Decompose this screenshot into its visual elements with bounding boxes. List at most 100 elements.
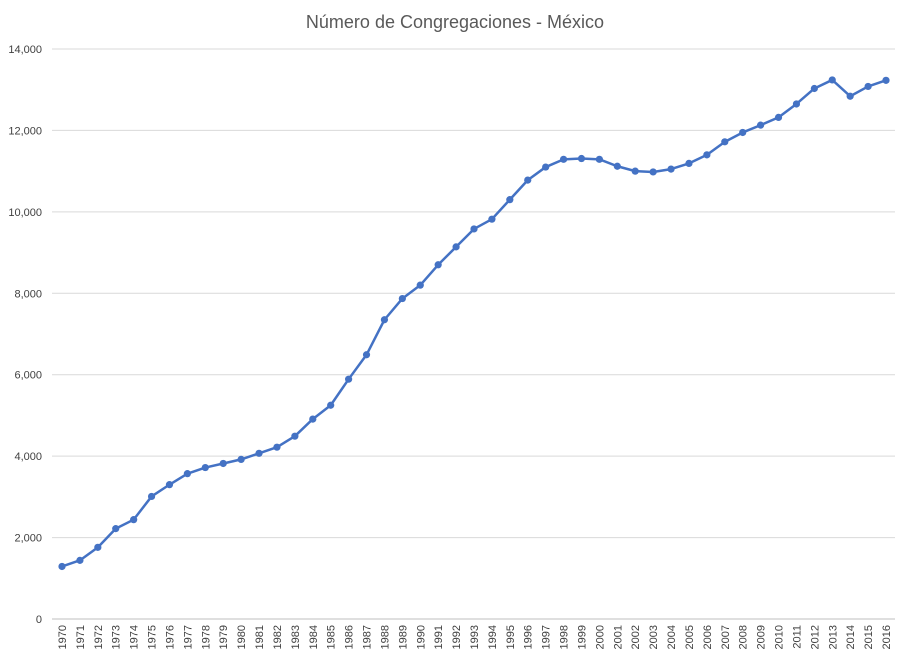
x-tick-label: 2011 [791,625,803,649]
data-point [882,76,890,84]
data-point [255,449,263,457]
x-tick-label: 1970 [57,625,69,649]
data-point [649,168,657,176]
data-point [237,455,245,463]
x-tick-label: 2006 [702,625,714,649]
x-tick-label: 2016 [881,625,893,649]
x-tick-label: 2000 [594,625,606,649]
x-tick-label: 1997 [541,625,553,649]
y-tick-label: 10,000 [8,207,42,219]
data-point [219,459,227,468]
x-tick-label: 1988 [379,625,391,649]
x-tick-label: 2013 [827,625,839,649]
x-tick-label: 1976 [164,625,176,649]
x-axis-tick-labels: 1970 1971 1972 1973 1974 1975 1976 1977 1978 1979… [57,625,893,649]
data-point [792,100,801,108]
x-tick-label: 2002 [630,625,642,649]
x-tick-label: 1996 [523,625,535,649]
data-point [76,556,84,564]
data-point [577,154,586,163]
data-point [291,432,299,440]
data-point [183,470,191,478]
x-tick-label: 2007 [720,625,732,649]
x-tick-label: 1978 [200,625,212,649]
x-tick-label: 2009 [756,625,768,649]
x-tick-label: 1986 [344,625,356,649]
x-tick-label: 1990 [415,625,427,649]
y-tick-label: 14,000 [8,44,42,56]
data-point [559,155,568,163]
series-line [60,78,888,568]
data-point [667,165,675,173]
x-tick-label: 1993 [469,625,481,649]
x-tick-label: 2008 [738,625,750,649]
data-point [703,151,711,159]
x-tick-label: 1975 [147,625,159,649]
data-point [112,525,120,533]
x-tick-label: 1991 [433,625,445,649]
x-tick-label: 2004 [666,625,678,649]
x-tick-label: 1985 [326,625,338,649]
x-tick-label: 1979 [218,625,230,649]
data-point [362,351,371,359]
data-point [595,155,603,163]
y-tick-label: 6,000 [14,370,42,382]
gridlines [52,48,895,539]
x-tick-label: 2015 [863,625,875,649]
x-tick-label: 1987 [362,625,374,649]
x-tick-label: 1992 [451,625,463,649]
data-point [58,562,66,571]
data-point [757,121,765,129]
x-tick-label: 1989 [397,625,409,649]
data-point [721,138,729,146]
data-point [685,159,693,168]
x-tick-label: 1994 [487,625,499,649]
data-point [846,92,854,100]
x-tick-label: 1971 [75,625,87,649]
data-point [828,76,836,84]
data-point [165,481,174,489]
x-tick-label: 1984 [308,625,320,649]
x-tick-label: 1995 [505,625,517,649]
data-point [345,375,353,383]
y-tick-label: 2,000 [14,533,42,545]
data-point [130,516,138,524]
data-point [631,167,639,175]
x-tick-label: 1973 [111,625,123,649]
x-tick-label: 1981 [254,625,266,649]
data-point [434,261,442,269]
x-tick-label: 2003 [648,625,660,649]
x-tick-label: 2005 [684,625,696,649]
data-point [739,128,747,137]
x-tick-label: 1982 [272,625,284,649]
x-tick-label: 1974 [129,625,141,649]
chart-title: Número de Congregaciones - México [306,12,604,32]
data-point [380,316,389,324]
y-tick-label: 4,000 [14,451,42,463]
data-point [327,401,335,409]
data-point [147,492,156,501]
data-point [506,196,514,204]
y-tick-label: 8,000 [14,288,42,300]
data-point [470,225,478,233]
data-point [613,162,621,170]
data-point [309,415,317,423]
series-markers [58,76,890,571]
x-tick-label: 1998 [559,625,571,649]
y-axis-tick-labels: 0 2,000 4,000 6,000 8,000 10,000 12,000 14,000 [8,44,42,626]
data-point [488,215,496,223]
y-tick-label: 12,000 [8,125,42,137]
x-tick-label: 2014 [845,625,857,649]
x-tick-label: 2010 [774,625,786,649]
x-tick-label: 1983 [290,625,302,649]
x-tick-label: 1980 [236,625,248,649]
data-point [273,443,281,451]
y-tick-label: 0 [36,614,42,626]
data-point [201,463,209,472]
data-point [398,294,406,303]
x-tick-label: 1999 [576,625,588,649]
data-point [810,84,818,93]
data-point [94,543,102,551]
